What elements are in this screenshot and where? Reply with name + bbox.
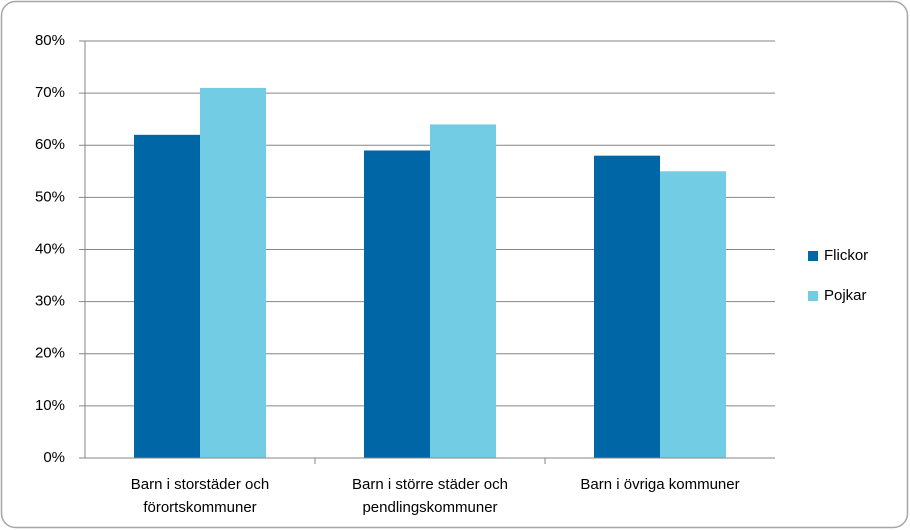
y-tick-label: 70% [35,84,65,101]
bar [430,124,496,459]
y-tick-label: 60% [35,136,65,153]
bar [134,134,200,458]
y-tick-label: 80% [35,32,65,49]
y-tick-label: 10% [35,397,65,414]
y-tick-label: 30% [35,293,65,310]
bar [200,87,266,458]
legend-label: Pojkar [824,287,867,304]
y-tick-label: 40% [35,240,65,257]
bar [660,171,726,458]
y-tick-label: 20% [35,345,65,362]
y-tick-label: 0% [43,449,65,466]
legend-swatch [808,251,818,261]
y-tick-label: 50% [35,188,65,205]
bar [364,150,430,458]
legend-swatch [808,291,818,301]
x-tick-label: Barn i övriga kommuner [580,476,739,493]
legend-label: Flickor [824,247,868,264]
x-tick-label: Barn i större städer och pendlingskommune… [352,476,508,516]
x-tick-label: Barn i storstäder och förortskommuner [131,476,269,516]
bar [594,155,660,459]
